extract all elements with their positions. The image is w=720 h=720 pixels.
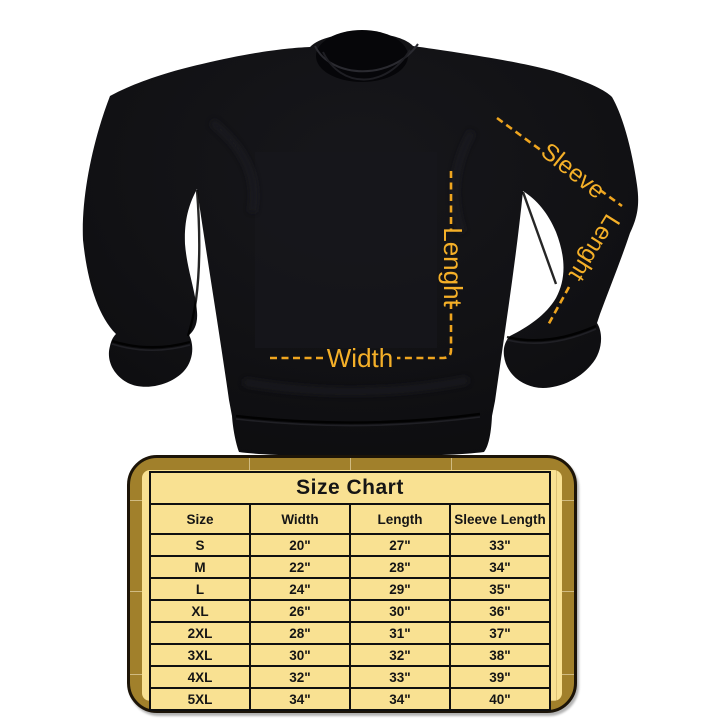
cell-length: 32" xyxy=(349,643,451,667)
cell-size: 3XL xyxy=(149,643,251,667)
size-chart-title: Size Chart xyxy=(149,471,551,505)
cell-size: 4XL xyxy=(149,665,251,689)
seam-highlights xyxy=(111,328,597,427)
cell-length: 28" xyxy=(349,555,451,579)
size-chart-header-row: Size Width Length Sleeve Length xyxy=(149,503,551,535)
cell-size: 5XL xyxy=(149,687,251,711)
neck-opening xyxy=(316,30,408,82)
cell-sleeve-length: 36" xyxy=(449,599,551,623)
sleeve-line-start xyxy=(496,116,543,153)
cell-length: 27" xyxy=(349,533,451,557)
size-chart-panel: Size Chart Size Width Length Sleeve Leng… xyxy=(142,470,562,711)
cell-width: 34" xyxy=(249,687,351,711)
cell-sleeve-length: 35" xyxy=(449,577,551,601)
size-row-4xl: 4XL 32" 33" 39" xyxy=(149,665,551,689)
sleeve-line-end xyxy=(545,286,571,328)
header-cell-length: Length xyxy=(349,503,451,535)
cell-width: 26" xyxy=(249,599,351,623)
cell-size: XL xyxy=(149,599,251,623)
size-row-m: M 22" 28" 34" xyxy=(149,555,551,579)
cell-size: L xyxy=(149,577,251,601)
cell-width: 28" xyxy=(249,621,351,645)
cell-sleeve-length: 40" xyxy=(449,687,551,711)
cell-length: 34" xyxy=(349,687,451,711)
chest-print-area xyxy=(255,152,437,348)
cell-width: 24" xyxy=(249,577,351,601)
cell-size: 2XL xyxy=(149,621,251,645)
gridline xyxy=(556,470,557,701)
size-chart-frame: Size Chart Size Width Length Sleeve Leng… xyxy=(127,455,577,713)
measurement-lines xyxy=(267,116,623,360)
cell-sleeve-length: 34" xyxy=(449,555,551,579)
fabric-folds xyxy=(209,119,476,395)
size-row-s: S 20" 27" 33" xyxy=(149,533,551,557)
cell-sleeve-length: 33" xyxy=(449,533,551,557)
cell-size: S xyxy=(149,533,251,557)
cell-length: 30" xyxy=(349,599,451,623)
size-row-3xl: 3XL 30" 32" 38" xyxy=(149,643,551,667)
size-row-2xl: 2XL 28" 31" 37" xyxy=(149,621,551,645)
size-row-l: L 24" 29" 35" xyxy=(149,577,551,601)
collar-seam-inner xyxy=(322,49,411,81)
size-row-5xl: 5XL 34" 34" 40" xyxy=(149,687,551,711)
size-row-xl: XL 26" 30" 36" xyxy=(149,599,551,623)
cell-size: M xyxy=(149,555,251,579)
size-chart-table: Size Chart Size Width Length Sleeve Leng… xyxy=(149,471,551,711)
body-length-label: Lenght xyxy=(438,227,468,307)
cell-width: 22" xyxy=(249,555,351,579)
cell-sleeve-length: 38" xyxy=(449,643,551,667)
header-cell-sleeve-length: Sleeve Length xyxy=(449,503,551,535)
cell-length: 33" xyxy=(349,665,451,689)
cell-sleeve-length: 39" xyxy=(449,665,551,689)
cell-sleeve-length: 37" xyxy=(449,621,551,645)
cell-width: 32" xyxy=(249,665,351,689)
cell-width: 20" xyxy=(249,533,351,557)
body-width-label: Width xyxy=(327,343,393,373)
seam-lines xyxy=(111,189,597,424)
sleeve-line-mid xyxy=(599,188,623,208)
cell-width: 30" xyxy=(249,643,351,667)
header-cell-size: Size xyxy=(149,503,251,535)
cell-length: 29" xyxy=(349,577,451,601)
length-line-bottom-corner xyxy=(397,302,453,360)
header-cell-width: Width xyxy=(249,503,351,535)
cell-length: 31" xyxy=(349,621,451,645)
